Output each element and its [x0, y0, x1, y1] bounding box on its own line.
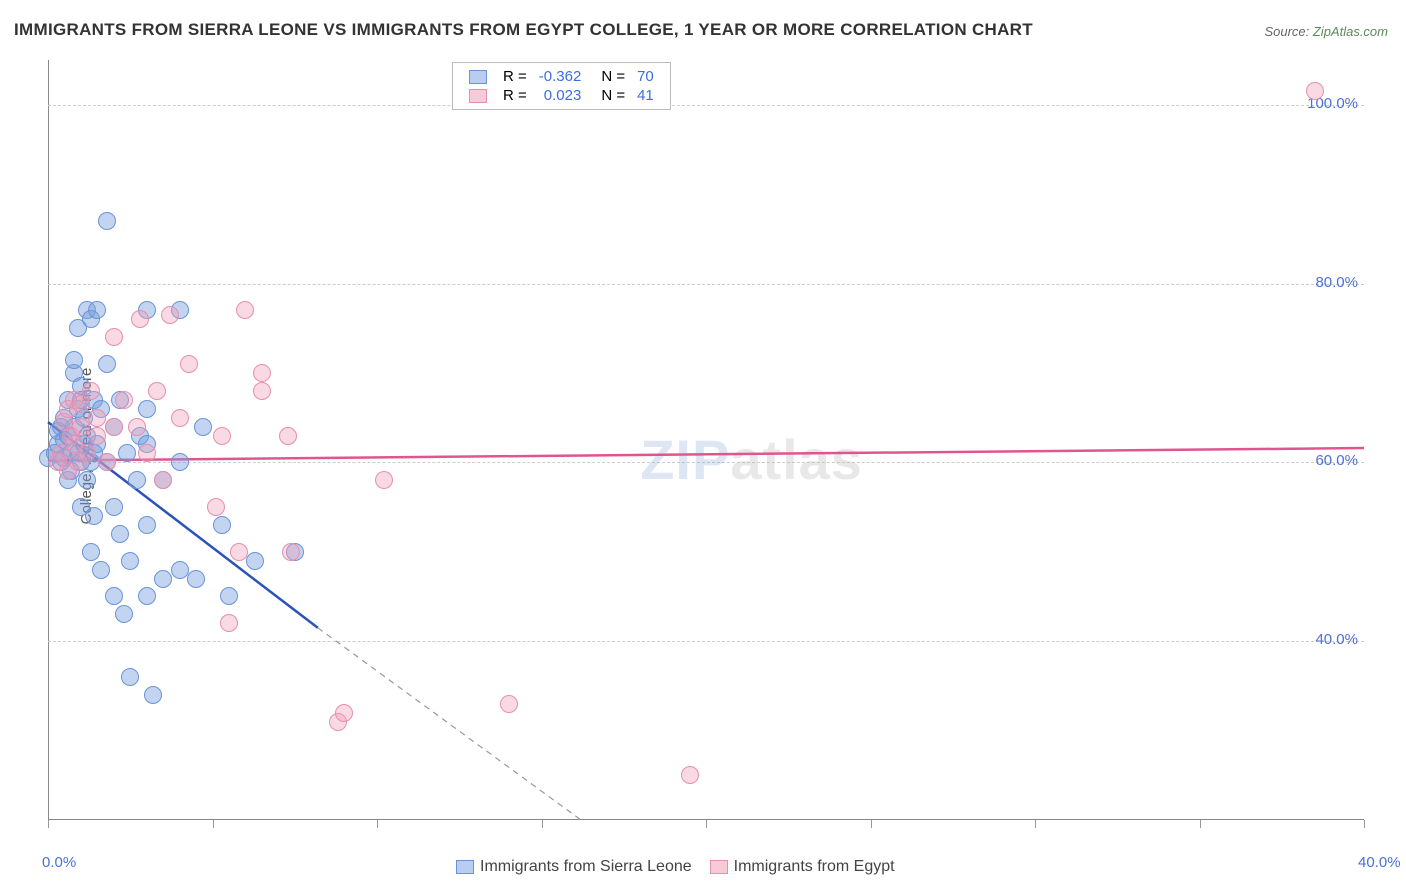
watermark: ZIPatlas — [640, 427, 863, 492]
data-point — [128, 418, 146, 436]
data-point — [253, 382, 271, 400]
data-point — [213, 427, 231, 445]
data-point — [82, 382, 100, 400]
data-point — [1306, 82, 1324, 100]
data-point — [72, 418, 90, 436]
data-point — [375, 471, 393, 489]
data-point — [138, 400, 156, 418]
data-point — [105, 418, 123, 436]
data-point — [88, 427, 106, 445]
data-point — [154, 570, 172, 588]
data-point — [171, 409, 189, 427]
data-point — [230, 543, 248, 561]
data-point — [144, 686, 162, 704]
data-point — [88, 409, 106, 427]
y-tick-label: 60.0% — [1294, 452, 1358, 469]
x-tick-mark — [377, 820, 378, 828]
data-point — [171, 453, 189, 471]
data-point — [82, 543, 100, 561]
source-attribution: Source: ZipAtlas.com — [1264, 24, 1388, 39]
data-point — [105, 328, 123, 346]
series-legend: Immigrants from Sierra LeoneImmigrants f… — [438, 858, 895, 876]
y-tick-label: 80.0% — [1294, 274, 1358, 291]
x-tick-mark — [48, 820, 49, 828]
chart-title: IMMIGRANTS FROM SIERRA LEONE VS IMMIGRAN… — [14, 20, 1033, 40]
x-tick-mark — [213, 820, 214, 828]
data-point — [246, 552, 264, 570]
x-tick-mark — [1200, 820, 1201, 828]
correlation-legend: R =-0.362N =70R =0.023N =41 — [452, 62, 671, 110]
data-point — [92, 561, 110, 579]
x-tick-mark — [1364, 820, 1365, 828]
y-tick-label: 100.0% — [1294, 95, 1358, 112]
data-point — [148, 382, 166, 400]
data-point — [128, 471, 146, 489]
x-tick-mark — [706, 820, 707, 828]
data-point — [65, 351, 83, 369]
data-point — [279, 427, 297, 445]
data-point — [121, 552, 139, 570]
data-point — [161, 306, 179, 324]
y-tick-label: 40.0% — [1294, 631, 1358, 648]
data-point — [138, 444, 156, 462]
gridline — [48, 641, 1364, 642]
data-point — [85, 507, 103, 525]
data-point — [105, 498, 123, 516]
data-point — [207, 498, 225, 516]
gridline — [48, 105, 1364, 106]
data-point — [194, 418, 212, 436]
x-tick-mark — [871, 820, 872, 828]
x-tick-mark — [542, 820, 543, 828]
data-point — [115, 391, 133, 409]
data-point — [253, 364, 271, 382]
gridline — [48, 284, 1364, 285]
data-point — [171, 561, 189, 579]
data-point — [138, 516, 156, 534]
data-point — [187, 570, 205, 588]
x-tick-mark — [1035, 820, 1036, 828]
x-tick-label: 0.0% — [42, 854, 76, 871]
x-tick-label: 40.0% — [1358, 854, 1401, 871]
data-point — [335, 704, 353, 722]
data-point — [115, 605, 133, 623]
data-point — [500, 695, 518, 713]
data-point — [681, 766, 699, 784]
